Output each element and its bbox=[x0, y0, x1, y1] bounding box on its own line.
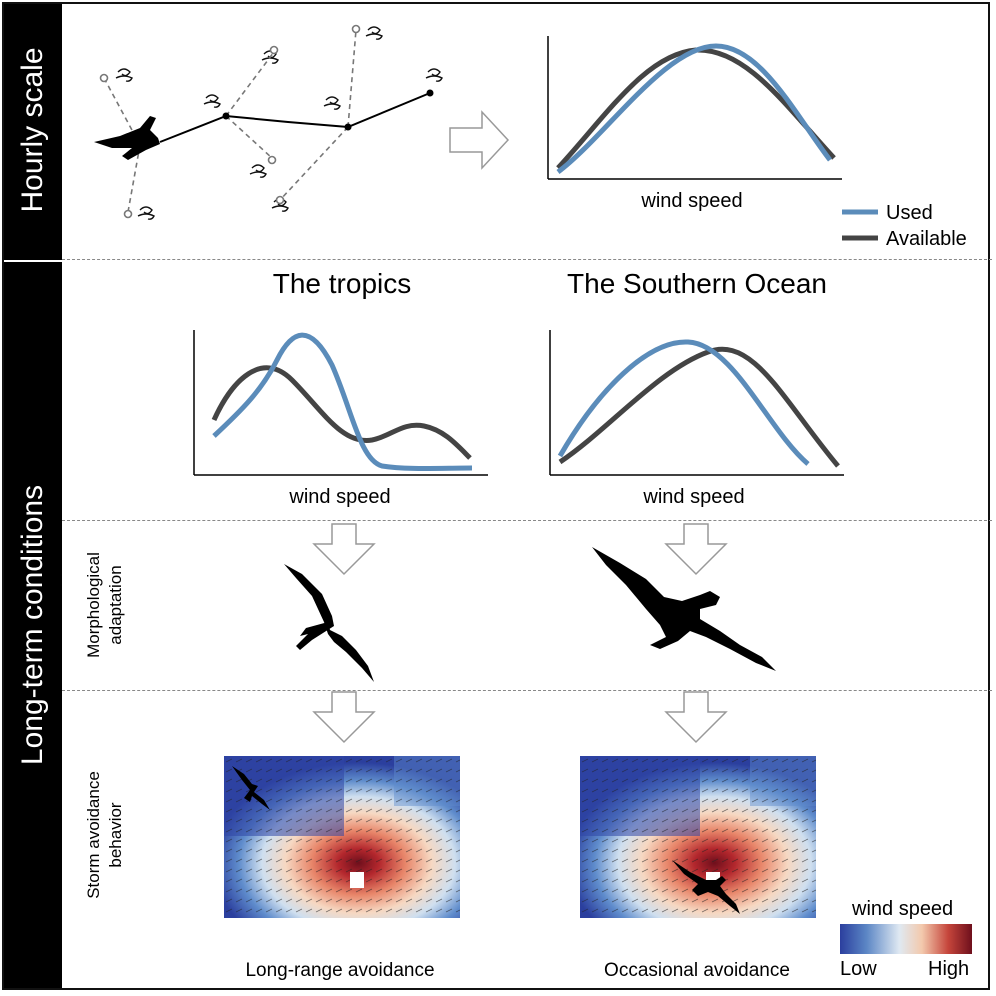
frigatebird-icon bbox=[284, 564, 374, 682]
track-diagram bbox=[94, 24, 443, 220]
legend-used-label: Used bbox=[886, 202, 933, 224]
colorbar-title: wind speed bbox=[852, 898, 954, 920]
legend-used-swatch bbox=[842, 209, 878, 215]
caption-occasional: Occasional avoidance bbox=[604, 960, 790, 981]
morphological-label-line2: adaptation bbox=[106, 565, 125, 645]
arrow-icon bbox=[449, 110, 510, 170]
wind-gust-icon bbox=[365, 26, 383, 40]
wind-gust-icon bbox=[203, 94, 221, 108]
hourly-used-curve bbox=[556, 43, 832, 174]
arrow-icon bbox=[312, 691, 376, 744]
storm-label-line1: Storm avoidance bbox=[84, 771, 103, 899]
chosen-track bbox=[159, 92, 431, 143]
wind-gust-icon bbox=[425, 68, 443, 82]
candidate-tracks bbox=[103, 29, 357, 213]
southern-ocean-chart bbox=[549, 330, 844, 476]
storm-avoidance-label: Storm avoidance behavior bbox=[83, 771, 127, 899]
wind-gust-icon bbox=[323, 96, 341, 110]
albatross-icon bbox=[672, 860, 740, 914]
legend-available-swatch bbox=[842, 235, 878, 241]
caption-long-range: Long-range avoidance bbox=[245, 960, 435, 981]
storm-map-long-range bbox=[224, 756, 460, 918]
southern-ocean-used-curve bbox=[557, 339, 810, 466]
tropics-used-curve bbox=[212, 332, 473, 471]
divider-storm bbox=[62, 690, 992, 691]
tropics-chart bbox=[193, 330, 488, 476]
albatross-icon bbox=[592, 547, 776, 671]
hourly-axes bbox=[547, 36, 842, 180]
colorbar-low-label: Low bbox=[840, 958, 877, 980]
southern-ocean-axes bbox=[549, 330, 844, 476]
wind-gust-icon bbox=[137, 206, 155, 220]
morphological-label: Morphological adaptation bbox=[83, 552, 127, 658]
morphological-label-line1: Morphological bbox=[84, 552, 103, 658]
colorbar bbox=[840, 924, 972, 954]
arrow-icon bbox=[312, 523, 376, 576]
arrow-icon bbox=[664, 691, 728, 744]
storm-label-line2: behavior bbox=[106, 802, 125, 868]
tropics-available-curve bbox=[211, 365, 472, 460]
storm-map-occasional-svg bbox=[580, 756, 816, 918]
hourly-chart bbox=[547, 36, 842, 180]
wind-gust-icon bbox=[115, 68, 133, 82]
southern-ocean-available-curve bbox=[558, 346, 840, 468]
storm-map-occasional bbox=[580, 756, 816, 918]
title-southern-ocean: The Southern Ocean bbox=[567, 268, 827, 299]
wind-glyphs bbox=[115, 26, 443, 220]
hourly-axis-label: wind speed bbox=[641, 190, 743, 212]
sidebar-long-term bbox=[4, 262, 62, 988]
candidate-points bbox=[99, 24, 361, 219]
colorbar-high-label: High bbox=[928, 958, 970, 980]
track-points bbox=[222, 89, 434, 131]
storm-map-long-range-svg bbox=[224, 756, 460, 918]
wind-gust-icon bbox=[249, 164, 267, 178]
divider-morph bbox=[62, 520, 992, 521]
arrow-icon bbox=[664, 523, 728, 576]
tropics-axis-label: wind speed bbox=[289, 486, 391, 508]
legend-available-label: Available bbox=[886, 228, 967, 250]
frigatebird-icon bbox=[232, 766, 270, 810]
title-tropics: The tropics bbox=[272, 268, 412, 299]
southern-ocean-axis-label: wind speed bbox=[643, 486, 745, 508]
sidebar-label-long-term: Long-term conditions bbox=[16, 484, 49, 766]
tropics-axes bbox=[193, 330, 488, 476]
sidebar-hourly bbox=[4, 4, 62, 260]
bird-silhouette-icon bbox=[94, 116, 160, 160]
divider-hourly bbox=[62, 259, 992, 260]
